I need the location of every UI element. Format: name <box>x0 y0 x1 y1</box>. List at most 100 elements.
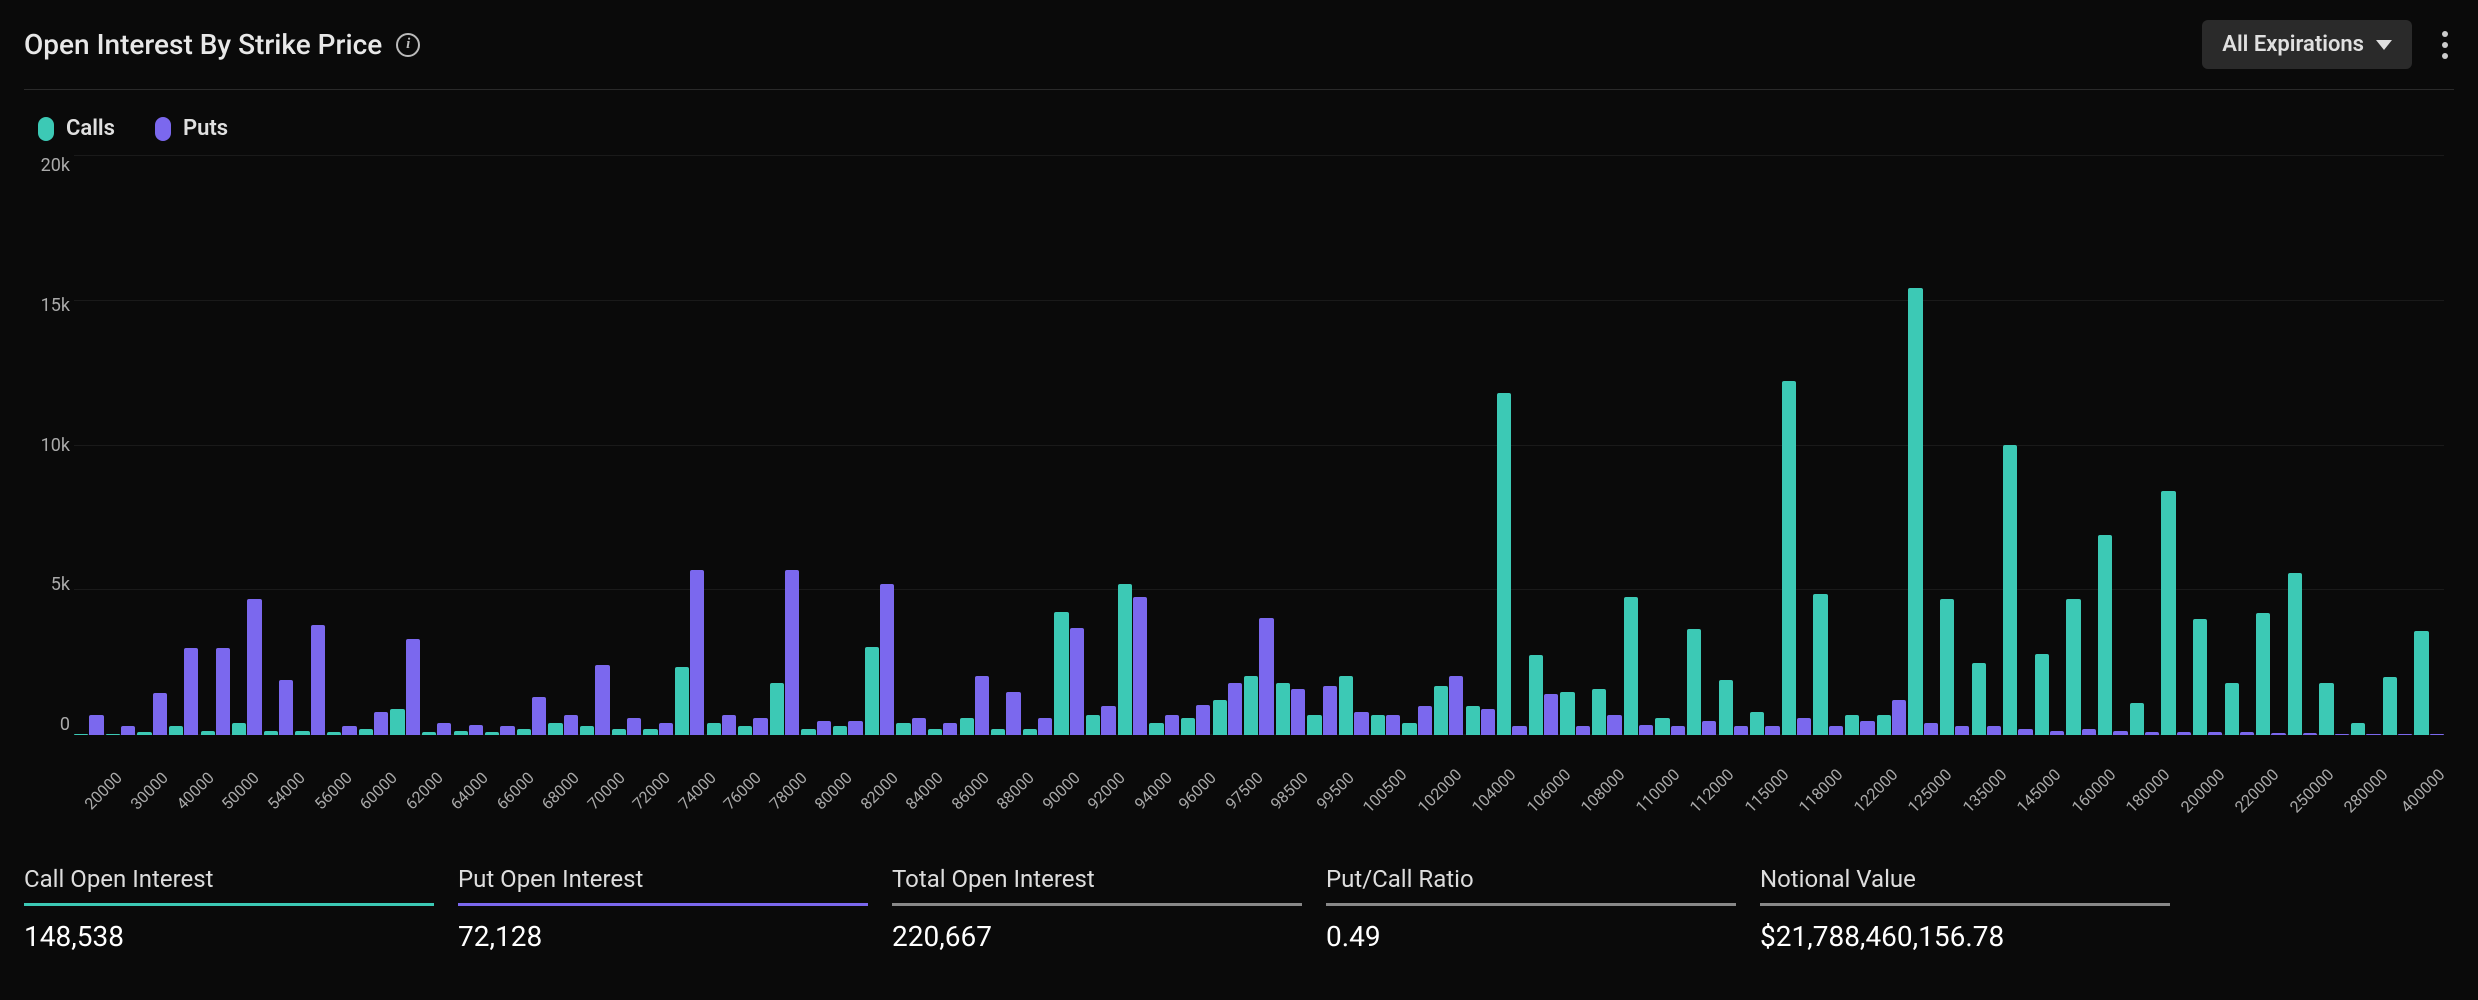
x-axis: 2000030000400005000054000560006000062000… <box>74 776 2444 795</box>
x-tick-label: 99500 <box>1312 768 1357 813</box>
legend-swatch-calls <box>38 117 54 141</box>
bar-calls <box>1086 715 1100 735</box>
bar-calls <box>1434 686 1448 735</box>
x-tick-label: 94000 <box>1130 768 1175 813</box>
bar-puts <box>1101 706 1115 735</box>
bar-calls <box>1813 594 1827 735</box>
x-tick-label: 97500 <box>1221 768 1266 813</box>
bar-puts <box>722 715 736 735</box>
bar-puts <box>1512 726 1526 735</box>
bar-puts <box>532 697 546 735</box>
bar-group <box>1560 155 1590 735</box>
bar-puts <box>1259 618 1273 735</box>
bar-puts <box>2240 732 2254 735</box>
bar-puts <box>1829 726 1843 735</box>
bar-calls <box>960 718 974 735</box>
bar-calls <box>1592 689 1606 735</box>
bar-puts <box>2335 734 2349 735</box>
x-tick-label: 135000 <box>1959 765 2011 817</box>
bar-calls <box>2351 723 2365 735</box>
bar-group <box>1687 155 1717 735</box>
bar-puts <box>2050 731 2064 735</box>
bar-group <box>2383 155 2413 735</box>
bar-group <box>2256 155 2286 735</box>
bar-group <box>485 155 515 735</box>
bar-group <box>1181 155 1211 735</box>
bar-group <box>675 155 705 735</box>
bar-group <box>422 155 452 735</box>
bar-group <box>2003 155 2033 735</box>
panel-title: Open Interest By Strike Price <box>24 28 382 61</box>
bar-puts <box>342 726 356 735</box>
bar-calls <box>1655 718 1669 735</box>
bar-group <box>390 155 420 735</box>
bar-group <box>770 155 800 735</box>
bar-calls <box>1908 288 1922 735</box>
bar-calls <box>137 732 151 735</box>
more-menu-icon[interactable] <box>2436 25 2454 65</box>
legend-item-calls[interactable]: Calls <box>38 116 115 141</box>
bar-calls <box>1560 692 1574 736</box>
bar-group <box>137 155 167 735</box>
bar-puts <box>1481 709 1495 735</box>
x-tick-label: 92000 <box>1084 768 1129 813</box>
bar-calls <box>1940 599 1954 735</box>
bar-group <box>2351 155 2381 735</box>
bar-calls <box>896 723 910 735</box>
bar-puts <box>1639 725 1653 735</box>
x-tick-label: 115000 <box>1741 765 1793 817</box>
bar-group <box>833 155 863 735</box>
bar-calls <box>1624 597 1638 735</box>
bar-group <box>74 155 104 735</box>
bar-group <box>2066 155 2096 735</box>
bar-calls <box>738 726 752 735</box>
bar-puts <box>595 665 609 735</box>
bar-group <box>580 155 610 735</box>
x-tick-label: 68000 <box>537 768 582 813</box>
expiration-dropdown[interactable]: All Expirations <box>2202 20 2412 69</box>
bar-calls <box>1149 723 1163 735</box>
bar-calls <box>2193 619 2207 735</box>
bar-calls <box>1118 584 1132 735</box>
bar-puts <box>247 599 261 735</box>
bar-calls <box>612 729 626 735</box>
bar-calls <box>1276 683 1290 735</box>
bar-group <box>1307 155 1337 735</box>
bar-puts <box>785 570 799 735</box>
bar-calls <box>2003 445 2017 735</box>
x-tick-label: 74000 <box>675 768 720 813</box>
x-tick-label: 112000 <box>1686 765 1738 817</box>
y-axis: 20k15k10k5k0 <box>24 155 70 735</box>
x-tick-label: 220000 <box>2231 765 2283 817</box>
bar-group <box>1402 155 1432 735</box>
bar-group <box>295 155 325 735</box>
bar-group <box>1244 155 1274 735</box>
bar-group <box>232 155 262 735</box>
bar-group <box>991 155 1021 735</box>
x-tick-label: 125000 <box>1904 765 1956 817</box>
bar-group <box>1466 155 1496 735</box>
bar-calls <box>1782 381 1796 735</box>
bar-calls <box>2035 654 2049 735</box>
bar-group <box>2225 155 2255 735</box>
info-icon[interactable]: i <box>396 33 420 57</box>
plot-area <box>74 155 2444 735</box>
bar-calls <box>707 723 721 735</box>
bar-puts <box>2177 732 2191 735</box>
x-tick-label: 62000 <box>401 768 446 813</box>
bar-group <box>2035 155 2065 735</box>
bar-puts <box>1860 721 1874 736</box>
bar-calls <box>2288 573 2302 735</box>
bar-calls <box>1307 715 1321 735</box>
stat-label: Total Open Interest <box>892 865 1302 906</box>
bar-group <box>2319 155 2349 735</box>
legend-item-puts[interactable]: Puts <box>155 116 228 141</box>
stat-value: 72,128 <box>458 906 868 953</box>
x-tick-label: 250000 <box>2286 765 2338 817</box>
bar-puts <box>89 715 103 735</box>
y-tick-label: 5k <box>24 574 70 595</box>
bar-group <box>1655 155 1685 735</box>
stat-label: Put Open Interest <box>458 865 868 906</box>
bar-calls <box>169 726 183 735</box>
x-tick-label: 145000 <box>2013 765 2065 817</box>
